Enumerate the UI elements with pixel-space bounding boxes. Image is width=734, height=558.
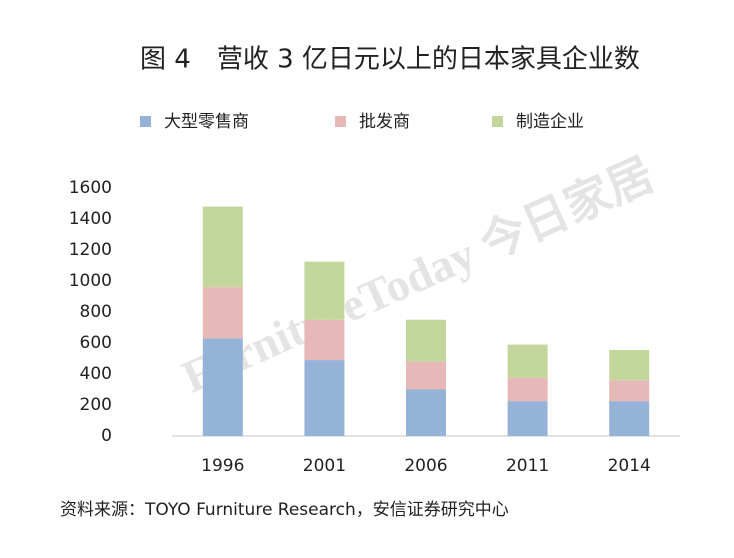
legend-label: 大型零售商 (164, 112, 249, 132)
x-tick-label: 2014 (608, 456, 651, 476)
y-tick-label: 1600 (69, 178, 112, 198)
y-tick-label: 0 (101, 426, 112, 446)
bar-segment (406, 389, 446, 436)
bar-segment (507, 401, 548, 436)
legend-marker (140, 116, 151, 127)
bar-segment (304, 360, 345, 436)
bar-segment (202, 287, 243, 339)
x-tick-label: 2001 (303, 456, 346, 476)
x-tick-label: 1996 (201, 456, 244, 476)
y-tick-label: 400 (80, 364, 112, 384)
bar-segment (406, 361, 446, 390)
chart-title: 图 4 营收 3 亿日元以上的日本家具企业数 (140, 45, 640, 75)
bar-segment (202, 206, 243, 288)
y-tick-label: 600 (80, 333, 112, 353)
y-tick-label: 1400 (69, 209, 112, 229)
legend-marker (335, 116, 346, 127)
bar-segment (609, 349, 650, 381)
bar-segment (609, 380, 650, 402)
legend-label: 制造企业 (516, 112, 584, 132)
bar-segment (406, 319, 446, 362)
bar-segment (507, 344, 548, 378)
x-tick-label: 2011 (506, 456, 549, 476)
y-tick-label: 800 (80, 302, 112, 322)
bar-segment (609, 401, 650, 436)
legend-label: 批发商 (359, 112, 410, 132)
source-note: 资料来源：TOYO Furniture Research，安信证券研究中心 (60, 500, 509, 520)
bar-segment (507, 377, 548, 402)
y-tick-label: 200 (80, 395, 112, 415)
x-tick-label: 2006 (404, 456, 447, 476)
legend-marker (492, 116, 503, 127)
y-tick-label: 1000 (69, 271, 112, 291)
bar-segment (304, 319, 345, 361)
bar-segment (202, 338, 243, 436)
bar-segment (304, 261, 345, 320)
y-tick-label: 1200 (69, 240, 112, 260)
